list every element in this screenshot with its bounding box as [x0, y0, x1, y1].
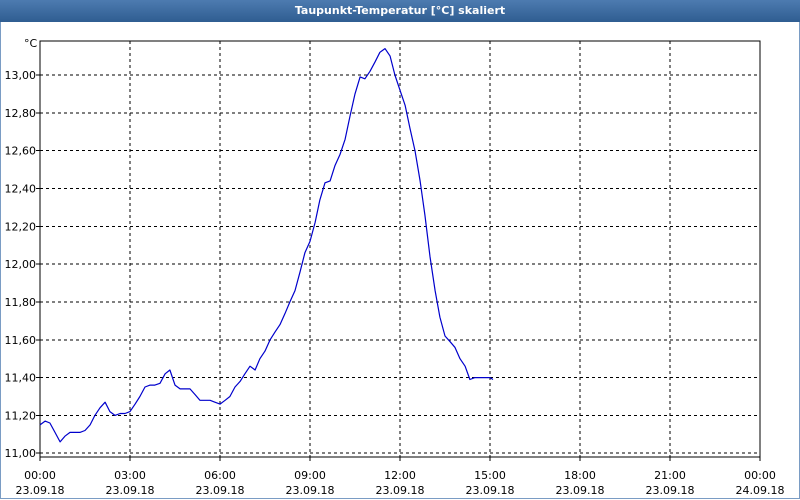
x-tick-date-label: 24.09.18	[736, 484, 785, 497]
y-tick-label: 11,40	[5, 372, 37, 385]
x-tick-date-label: 23.09.18	[376, 484, 425, 497]
y-tick-label: 12,60	[5, 145, 37, 158]
y-tick-label: 11,60	[5, 334, 37, 347]
x-tick-time-label: 12:00	[384, 469, 416, 482]
y-tick-label: 12,00	[5, 258, 37, 271]
x-tick-date-label: 23.09.18	[466, 484, 515, 497]
x-tick-date-label: 23.09.18	[556, 484, 605, 497]
x-tick-date-label: 23.09.18	[16, 484, 65, 497]
x-tick-time-label: 21:00	[654, 469, 686, 482]
y-tick-label: 12,40	[5, 182, 37, 195]
y-tick-label: 11,00	[5, 447, 37, 460]
y-tick-label: 12,80	[5, 107, 37, 120]
series-line	[39, 47, 494, 443]
y-tick-label: 11,80	[5, 296, 37, 309]
x-tick-time-label: 00:00	[24, 469, 56, 482]
x-tick-date-label: 23.09.18	[646, 484, 695, 497]
x-tick-date-label: 23.09.18	[106, 484, 155, 497]
y-tick-label: 13,00	[5, 69, 37, 82]
x-tick-time-label: 00:00	[744, 469, 776, 482]
x-tick-time-label: 03:00	[114, 469, 146, 482]
x-tick-time-label: 15:00	[474, 469, 506, 482]
y-tick-label: 11,20	[5, 409, 37, 422]
x-tick-date-label: 23.09.18	[286, 484, 335, 497]
y-tick-label: 12,20	[5, 220, 37, 233]
x-tick-date-label: 23.09.18	[196, 484, 245, 497]
x-tick-time-label: 09:00	[294, 469, 326, 482]
y-unit-label: °C	[24, 37, 38, 50]
plot-area-border	[39, 40, 761, 458]
chart-title: Taupunkt-Temperatur [°C] skaliert	[0, 0, 800, 22]
x-tick-time-label: 18:00	[564, 469, 596, 482]
x-tick-time-label: 06:00	[204, 469, 236, 482]
